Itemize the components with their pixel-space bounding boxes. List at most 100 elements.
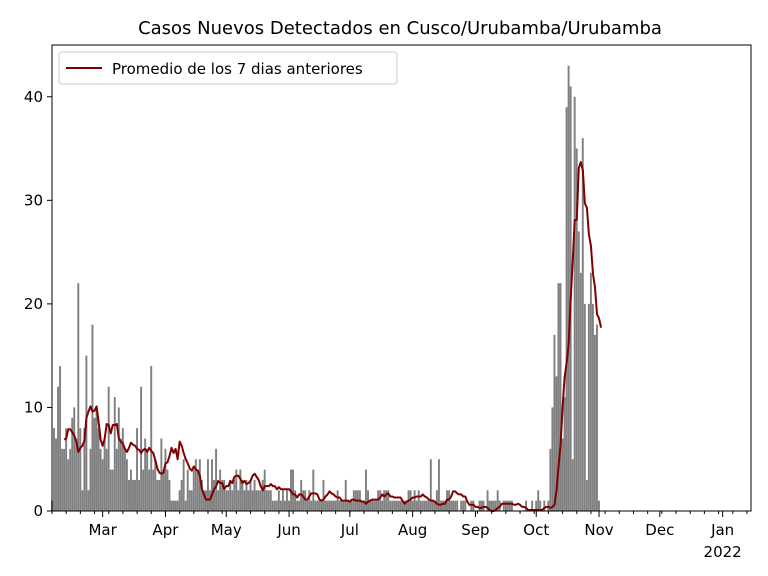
bar	[109, 469, 112, 511]
bar	[450, 500, 453, 511]
bar	[535, 500, 538, 511]
x-tick-label: May	[211, 521, 242, 539]
x-tick-label: Aug	[398, 521, 427, 539]
bar	[89, 448, 92, 511]
bar	[67, 459, 70, 511]
bar	[160, 438, 163, 511]
bar	[192, 469, 195, 511]
x-tick-label: Apr	[152, 521, 179, 539]
bar	[87, 490, 90, 511]
bar	[460, 500, 463, 511]
bar	[259, 490, 262, 511]
bar	[263, 469, 266, 511]
bar	[571, 459, 574, 511]
bar	[363, 500, 365, 511]
x-tick-label: Jul	[340, 521, 359, 539]
bar	[202, 490, 205, 511]
bar	[470, 500, 473, 511]
bar	[281, 490, 284, 511]
bar	[385, 490, 388, 511]
bar	[134, 479, 136, 511]
bar	[328, 500, 331, 511]
bar	[391, 500, 394, 511]
bar	[596, 324, 598, 511]
bar	[229, 479, 232, 511]
bar	[413, 490, 416, 511]
bar	[138, 479, 141, 511]
bar	[117, 407, 120, 511]
bar	[399, 500, 402, 511]
bar	[547, 500, 550, 511]
bar	[369, 500, 372, 511]
bar	[296, 500, 299, 511]
bar	[132, 479, 134, 511]
bar	[249, 479, 252, 511]
bar	[502, 500, 505, 511]
bar	[373, 500, 376, 511]
bar	[494, 500, 497, 511]
bar	[439, 500, 442, 511]
y-tick-label: 0	[33, 502, 43, 520]
bar	[83, 428, 86, 511]
y-tick-label: 30	[24, 191, 43, 209]
bar	[241, 479, 244, 511]
bar	[375, 500, 378, 511]
bar	[206, 459, 209, 511]
bar	[348, 500, 351, 511]
bar	[555, 376, 558, 511]
bar	[79, 428, 82, 511]
bar	[188, 490, 191, 511]
bar	[111, 469, 114, 511]
bar	[103, 438, 106, 511]
bar	[506, 500, 509, 511]
bar	[294, 490, 297, 511]
bar	[190, 490, 193, 511]
bar	[69, 448, 72, 511]
bar	[510, 500, 513, 511]
bar	[563, 397, 566, 511]
bar	[543, 500, 546, 511]
bar	[225, 490, 228, 511]
bar	[350, 500, 353, 511]
bar	[115, 448, 118, 511]
bar	[180, 479, 183, 511]
bar	[360, 500, 363, 511]
bar	[324, 500, 327, 511]
bar	[575, 148, 578, 512]
bar	[316, 500, 319, 511]
bar	[211, 459, 213, 511]
bar	[146, 448, 149, 511]
bar	[288, 500, 290, 511]
bar	[310, 500, 313, 511]
bar	[227, 490, 230, 511]
bar	[539, 500, 542, 511]
bar	[573, 96, 576, 512]
bar	[91, 324, 94, 511]
bar	[140, 386, 143, 511]
bar	[421, 500, 424, 511]
line-series	[63, 161, 603, 512]
bar	[415, 500, 418, 511]
bar	[379, 490, 382, 511]
bar	[257, 490, 260, 511]
bar	[579, 272, 582, 511]
bar	[292, 469, 295, 511]
bar	[136, 428, 139, 511]
year-label: 2022	[704, 543, 742, 561]
legend-box	[58, 51, 398, 85]
bar	[577, 231, 580, 511]
bar	[338, 500, 341, 511]
bar	[537, 490, 540, 511]
bar	[490, 500, 493, 511]
bar	[567, 65, 570, 511]
bar	[273, 500, 276, 511]
x-tick-label: Dec	[645, 521, 674, 539]
x-tick-label: Sep	[461, 521, 489, 539]
bar	[365, 469, 367, 511]
bar	[344, 479, 347, 511]
moving-average-line	[63, 161, 603, 512]
bar	[371, 500, 374, 511]
bar	[456, 500, 459, 511]
bar	[393, 500, 396, 511]
